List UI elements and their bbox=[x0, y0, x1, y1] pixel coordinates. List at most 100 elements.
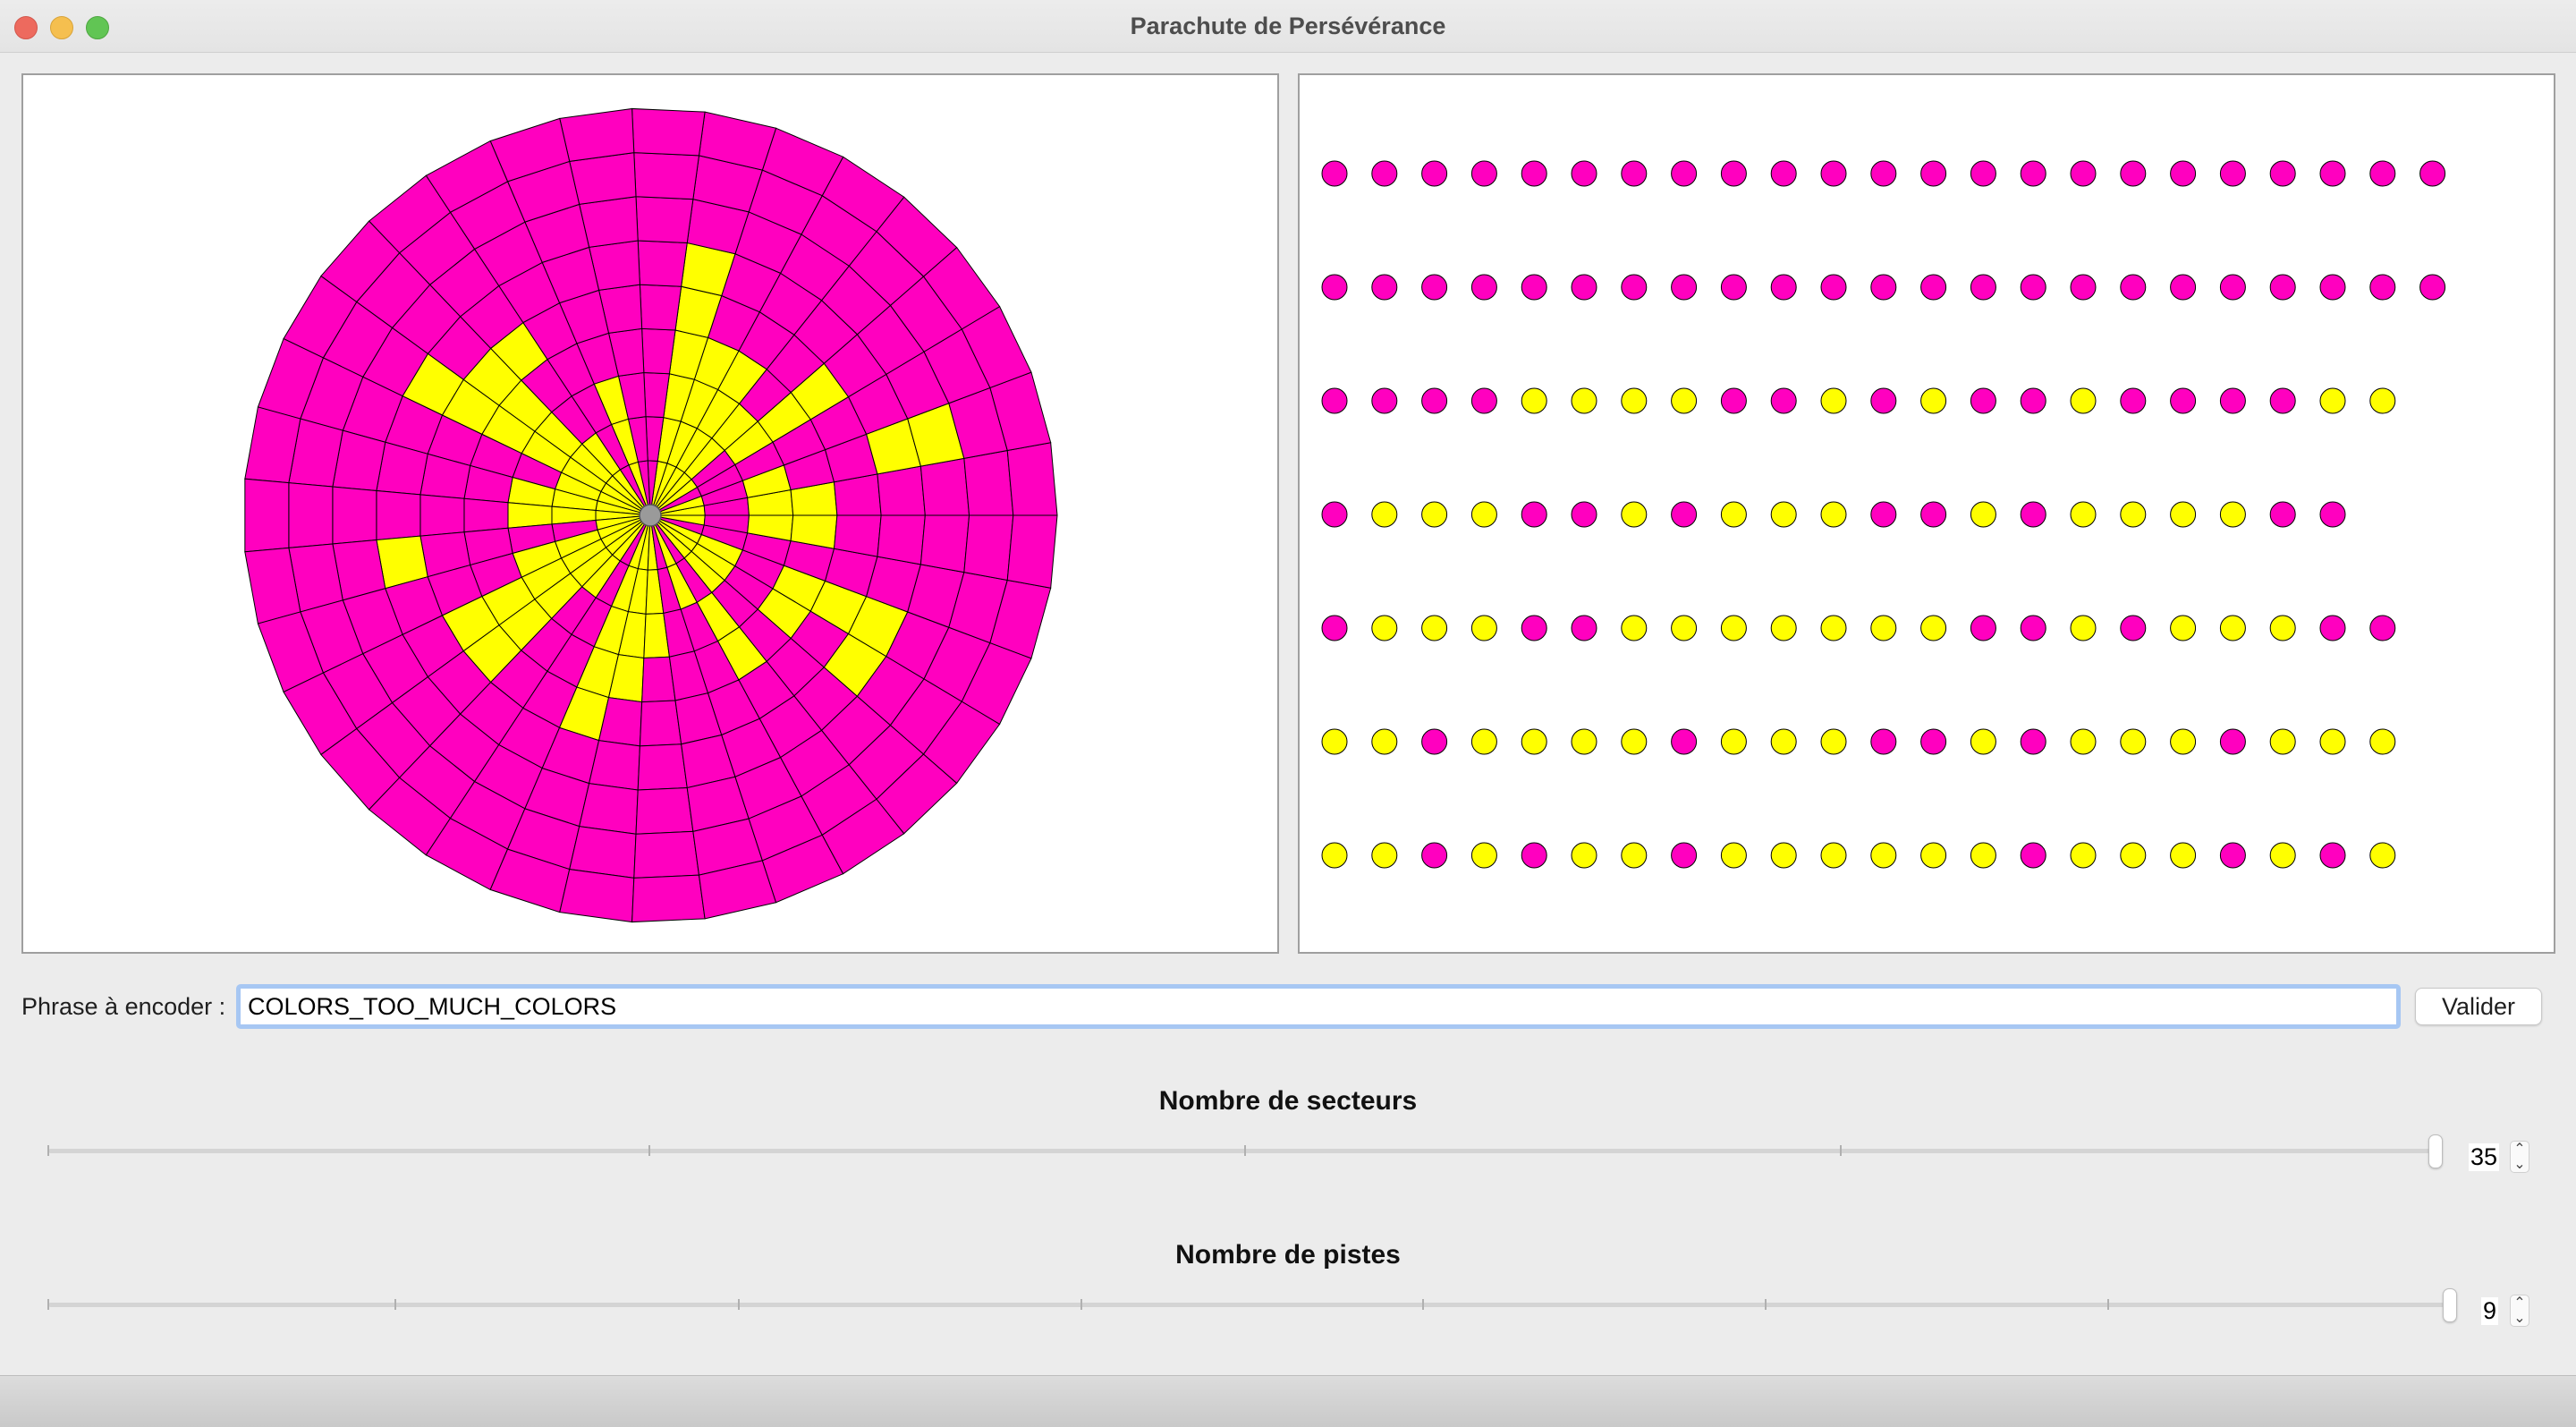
bit-dot bbox=[2170, 274, 2197, 301]
bit-dot bbox=[1521, 728, 1547, 755]
bit-dot bbox=[2419, 274, 2446, 301]
parachute-cell bbox=[419, 494, 465, 537]
maximize-window-button[interactable] bbox=[86, 16, 109, 39]
sectors-spinbox-value[interactable]: 35 bbox=[2469, 1143, 2500, 1171]
bit-dot bbox=[1970, 615, 1996, 641]
bit-dot bbox=[2170, 160, 2197, 187]
bit-dot bbox=[1820, 274, 1847, 301]
bit-dot bbox=[1870, 728, 1897, 755]
bit-dot bbox=[1321, 728, 1348, 755]
bit-dot bbox=[2419, 160, 2446, 187]
chevron-up-icon[interactable]: ⌃ bbox=[2513, 1142, 2526, 1157]
slider-tick bbox=[47, 1299, 49, 1310]
bit-dot bbox=[1920, 160, 1947, 187]
parachute-cell bbox=[637, 743, 688, 791]
bit-dot bbox=[1470, 501, 1497, 528]
parachute-cell bbox=[637, 240, 688, 287]
sectors-slider-title: Nombre de secteurs bbox=[1158, 1086, 1418, 1116]
validate-button[interactable]: Valider bbox=[2415, 988, 2542, 1025]
parachute-cell bbox=[463, 497, 509, 533]
close-window-button[interactable] bbox=[14, 16, 38, 39]
bit-dot bbox=[2120, 615, 2147, 641]
bit-dot bbox=[2170, 615, 2197, 641]
sectors-slider-track[interactable] bbox=[48, 1149, 2436, 1153]
bit-dot bbox=[1720, 615, 1747, 641]
bit-dot bbox=[2120, 160, 2147, 187]
bit-dot bbox=[2120, 274, 2147, 301]
bit-dot bbox=[1621, 160, 1648, 187]
bit-dot bbox=[1970, 501, 1996, 528]
bit-dot bbox=[2219, 615, 2246, 641]
bit-dot bbox=[1970, 842, 1996, 869]
bit-dot bbox=[1521, 387, 1547, 414]
bit-dot bbox=[1321, 274, 1348, 301]
bit-dot bbox=[1770, 387, 1797, 414]
bit-dot bbox=[2070, 842, 2097, 869]
bit-dot bbox=[1920, 728, 1947, 755]
bit-dot bbox=[1671, 728, 1698, 755]
bit-dot bbox=[1671, 274, 1698, 301]
sectors-slider-handle[interactable] bbox=[2428, 1134, 2443, 1168]
bit-dot bbox=[1321, 501, 1348, 528]
chevron-down-icon[interactable]: ⌄ bbox=[2513, 1311, 2526, 1326]
bit-dot bbox=[2020, 842, 2046, 869]
bit-dot bbox=[1571, 160, 1597, 187]
bit-dot bbox=[1970, 160, 1996, 187]
tracks-spinbox-value[interactable]: 9 bbox=[2481, 1297, 2499, 1325]
bit-dot bbox=[1371, 274, 1398, 301]
bit-dot bbox=[1920, 501, 1947, 528]
chevron-down-icon[interactable]: ⌄ bbox=[2513, 1157, 2526, 1172]
bit-dot bbox=[2020, 501, 2046, 528]
parachute-canvas bbox=[244, 107, 1058, 923]
bit-dot bbox=[1970, 728, 1996, 755]
bit-dot bbox=[2319, 615, 2346, 641]
bit-dot bbox=[2120, 387, 2147, 414]
minimize-window-button[interactable] bbox=[50, 16, 73, 39]
bit-dot bbox=[1371, 728, 1398, 755]
bit-dot bbox=[2020, 615, 2046, 641]
phrase-input[interactable] bbox=[236, 984, 2401, 1029]
bit-dot bbox=[2070, 160, 2097, 187]
parachute-cell bbox=[1006, 442, 1058, 516]
bit-dot bbox=[2219, 387, 2246, 414]
slider-tick bbox=[394, 1299, 396, 1310]
bit-dot bbox=[2219, 274, 2246, 301]
bit-dot bbox=[1571, 842, 1597, 869]
bit-dot bbox=[1571, 501, 1597, 528]
sectors-spinbox-arrows[interactable]: ⌃ ⌄ bbox=[2510, 1141, 2529, 1173]
bit-dot bbox=[2070, 728, 2097, 755]
bit-dot bbox=[2070, 274, 2097, 301]
chevron-up-icon[interactable]: ⌃ bbox=[2513, 1295, 2526, 1311]
slider-tick bbox=[1244, 1145, 1246, 1156]
bits-canvas bbox=[1321, 160, 2446, 869]
bit-dot bbox=[1770, 274, 1797, 301]
bit-dot bbox=[2020, 160, 2046, 187]
tracks-slider-track[interactable] bbox=[48, 1303, 2454, 1307]
parachute-cell bbox=[635, 196, 694, 243]
parachute-cell bbox=[639, 284, 682, 331]
parachute-cell bbox=[332, 486, 377, 545]
bit-dot bbox=[2170, 728, 2197, 755]
bit-dot bbox=[2269, 387, 2296, 414]
bit-dot bbox=[2219, 501, 2246, 528]
bit-dot bbox=[1521, 615, 1547, 641]
bit-dot bbox=[1421, 274, 1448, 301]
bit-dot bbox=[1521, 501, 1547, 528]
tracks-spinbox-arrows[interactable]: ⌃ ⌄ bbox=[2510, 1295, 2529, 1327]
bit-dot bbox=[2120, 501, 2147, 528]
tracks-slider-handle[interactable] bbox=[2443, 1288, 2457, 1322]
parachute-cell bbox=[1006, 514, 1058, 589]
parachute-cell bbox=[559, 869, 635, 923]
bit-dot bbox=[1371, 615, 1398, 641]
bit-dot bbox=[2269, 501, 2296, 528]
bit-dot bbox=[1521, 274, 1547, 301]
bit-dot bbox=[1521, 842, 1547, 869]
parachute-cell bbox=[919, 514, 970, 573]
bit-dot bbox=[1470, 387, 1497, 414]
bit-dot bbox=[1321, 842, 1348, 869]
bit-dot bbox=[1820, 842, 1847, 869]
parachute-cell bbox=[641, 327, 676, 375]
bit-dot bbox=[2219, 160, 2246, 187]
bit-dot bbox=[1671, 615, 1698, 641]
bit-dot bbox=[1671, 842, 1698, 869]
